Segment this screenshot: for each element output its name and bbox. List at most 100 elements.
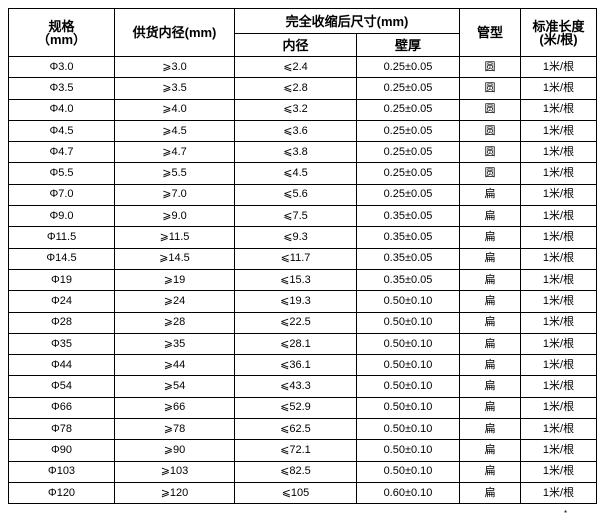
cell-shrunk-id: ⩽82.5 bbox=[234, 460, 357, 483]
cell-std-length: 1米/根 bbox=[520, 205, 597, 228]
table-row: Φ120 ⩾120 ⩽105 0.60±0.10 扁 1米/根 bbox=[8, 481, 597, 505]
cell-tube-type: 圆 bbox=[459, 141, 521, 164]
cell-tube-type: 扁 bbox=[459, 418, 521, 441]
cell-shrunk-id: ⩽7.5 bbox=[234, 205, 357, 228]
header-spec-unit: （mm） bbox=[36, 31, 87, 47]
cell-tube-type: 圆 bbox=[459, 162, 521, 185]
cell-supply-id: ⩾3.5 bbox=[114, 77, 235, 100]
cell-tube-type: 扁 bbox=[459, 481, 521, 505]
cell-std-length: 1米/根 bbox=[520, 183, 597, 207]
cell-shrunk-id: ⩽3.6 bbox=[234, 119, 357, 143]
cell-wall: 0.25±0.05 bbox=[356, 183, 460, 207]
table-row: Φ90 ⩾90 ⩽72.1 0.50±0.10 扁 1米/根 bbox=[8, 439, 597, 462]
cell-tube-type: 扁 bbox=[459, 311, 521, 334]
cell-shrunk-id: ⩽62.5 bbox=[234, 418, 357, 441]
cell-shrunk-id: ⩽105 bbox=[234, 481, 357, 505]
cell-wall: 0.35±0.05 bbox=[356, 205, 460, 228]
header-shrunk-id: 内径 bbox=[234, 33, 357, 57]
cell-wall: 0.50±0.10 bbox=[356, 375, 460, 398]
cell-tube-type: 扁 bbox=[459, 226, 521, 249]
cell-tube-type: 扁 bbox=[459, 247, 521, 270]
footnote-mark: * bbox=[564, 509, 568, 518]
cell-shrunk-id: ⩽15.3 bbox=[234, 268, 357, 292]
cell-wall: 0.50±0.10 bbox=[356, 439, 460, 462]
cell-spec: Φ5.5 bbox=[8, 162, 115, 185]
cell-wall: 0.50±0.10 bbox=[356, 396, 460, 420]
cell-wall: 0.50±0.10 bbox=[356, 460, 460, 483]
cell-std-length: 1米/根 bbox=[520, 141, 597, 164]
cell-supply-id: ⩾78 bbox=[114, 418, 235, 441]
cell-tube-type: 扁 bbox=[459, 290, 521, 313]
cell-spec: Φ7.0 bbox=[8, 183, 115, 207]
table-row: Φ14.5 ⩾14.5 ⩽11.7 0.35±0.05 扁 1米/根 bbox=[8, 247, 597, 270]
cell-supply-id: ⩾5.5 bbox=[114, 162, 235, 185]
cell-tube-type: 扁 bbox=[459, 332, 521, 356]
cell-wall: 0.25±0.05 bbox=[356, 77, 460, 100]
cell-spec: Φ28 bbox=[8, 311, 115, 334]
cell-shrunk-id: ⩽3.8 bbox=[234, 141, 357, 164]
cell-std-length: 1米/根 bbox=[520, 418, 597, 441]
cell-supply-id: ⩾4.5 bbox=[114, 119, 235, 143]
header-shrunk-size: 完全收缩后尺寸(mm) bbox=[234, 8, 460, 34]
cell-shrunk-id: ⩽28.1 bbox=[234, 332, 357, 356]
table-row: Φ24 ⩾24 ⩽19.3 0.50±0.10 扁 1米/根 bbox=[8, 290, 597, 313]
table-row: Φ78 ⩾78 ⩽62.5 0.50±0.10 扁 1米/根 bbox=[8, 418, 597, 441]
header-row: 规格 （mm） 供货内径(mm) 完全收缩后尺寸(mm) 管型 标准长度 (米/… bbox=[8, 8, 597, 57]
cell-spec: Φ14.5 bbox=[8, 247, 115, 270]
cell-supply-id: ⩾90 bbox=[114, 439, 235, 462]
cell-supply-id: ⩾11.5 bbox=[114, 226, 235, 249]
cell-wall: 0.50±0.10 bbox=[356, 290, 460, 313]
cell-spec: Φ4.7 bbox=[8, 141, 115, 164]
cell-shrunk-id: ⩽9.3 bbox=[234, 226, 357, 249]
cell-supply-id: ⩾4.0 bbox=[114, 98, 235, 121]
cell-supply-id: ⩾103 bbox=[114, 460, 235, 483]
cell-spec: Φ44 bbox=[8, 354, 115, 377]
cell-spec: Φ90 bbox=[8, 439, 115, 462]
table-row: Φ9.0 ⩾9.0 ⩽7.5 0.35±0.05 扁 1米/根 bbox=[8, 205, 597, 228]
cell-wall: 0.25±0.05 bbox=[356, 55, 460, 79]
header-std-length-unit: (米/根) bbox=[539, 31, 578, 47]
table-row: Φ4.5 ⩾4.5 ⩽3.6 0.25±0.05 圆 1米/根 bbox=[8, 119, 597, 143]
cell-supply-id: ⩾28 bbox=[114, 311, 235, 334]
cell-supply-id: ⩾19 bbox=[114, 268, 235, 292]
cell-wall: 0.50±0.10 bbox=[356, 311, 460, 334]
cell-std-length: 1米/根 bbox=[520, 460, 597, 483]
cell-wall: 0.35±0.05 bbox=[356, 268, 460, 292]
cell-supply-id: ⩾66 bbox=[114, 396, 235, 420]
cell-tube-type: 扁 bbox=[459, 396, 521, 420]
cell-wall: 0.35±0.05 bbox=[356, 247, 460, 270]
table-row: Φ54 ⩾54 ⩽43.3 0.50±0.10 扁 1米/根 bbox=[8, 375, 597, 398]
table-row: Φ4.0 ⩾4.0 ⩽3.2 0.25±0.05 圆 1米/根 bbox=[8, 98, 597, 121]
cell-spec: Φ11.5 bbox=[8, 226, 115, 249]
cell-supply-id: ⩾120 bbox=[114, 481, 235, 505]
cell-std-length: 1米/根 bbox=[520, 375, 597, 398]
cell-std-length: 1米/根 bbox=[520, 162, 597, 185]
cell-shrunk-id: ⩽11.7 bbox=[234, 247, 357, 270]
table-row: Φ4.7 ⩾4.7 ⩽3.8 0.25±0.05 圆 1米/根 bbox=[8, 141, 597, 164]
cell-supply-id: ⩾3.0 bbox=[114, 55, 235, 79]
cell-wall: 0.25±0.05 bbox=[356, 119, 460, 143]
cell-tube-type: 扁 bbox=[459, 205, 521, 228]
cell-std-length: 1米/根 bbox=[520, 396, 597, 420]
cell-spec: Φ78 bbox=[8, 418, 115, 441]
table-row: Φ11.5 ⩾11.5 ⩽9.3 0.35±0.05 扁 1米/根 bbox=[8, 226, 597, 249]
cell-tube-type: 扁 bbox=[459, 354, 521, 377]
cell-std-length: 1米/根 bbox=[520, 247, 597, 270]
cell-std-length: 1米/根 bbox=[520, 77, 597, 100]
cell-std-length: 1米/根 bbox=[520, 354, 597, 377]
cell-tube-type: 扁 bbox=[459, 439, 521, 462]
cell-spec: Φ54 bbox=[8, 375, 115, 398]
cell-wall: 0.25±0.05 bbox=[356, 141, 460, 164]
cell-shrunk-id: ⩽4.5 bbox=[234, 162, 357, 185]
cell-wall: 0.60±0.10 bbox=[356, 481, 460, 505]
cell-tube-type: 圆 bbox=[459, 55, 521, 79]
cell-supply-id: ⩾35 bbox=[114, 332, 235, 356]
cell-spec: Φ35 bbox=[8, 332, 115, 356]
cell-spec: Φ4.0 bbox=[8, 98, 115, 121]
table-row: Φ3.5 ⩾3.5 ⩽2.8 0.25±0.05 圆 1米/根 bbox=[8, 77, 597, 100]
table-row: Φ19 ⩾19 ⩽15.3 0.35±0.05 扁 1米/根 bbox=[8, 268, 597, 292]
cell-std-length: 1米/根 bbox=[520, 332, 597, 356]
table-row: Φ35 ⩾35 ⩽28.1 0.50±0.10 扁 1米/根 bbox=[8, 332, 597, 356]
cell-tube-type: 圆 bbox=[459, 119, 521, 143]
cell-shrunk-id: ⩽52.9 bbox=[234, 396, 357, 420]
